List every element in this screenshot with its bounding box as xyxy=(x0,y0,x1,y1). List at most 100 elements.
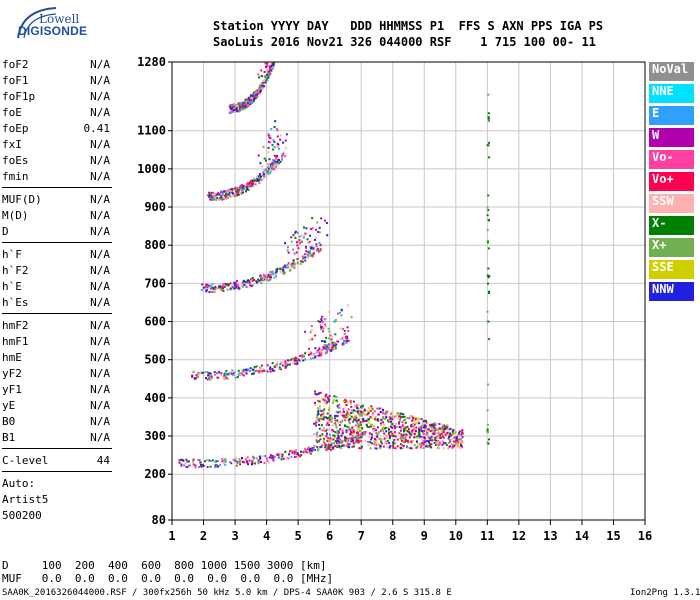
echo-point xyxy=(211,198,214,201)
echo-point xyxy=(438,441,441,444)
echo-point xyxy=(223,190,226,193)
echo-point xyxy=(370,417,373,420)
echo-point xyxy=(395,415,397,418)
echo-point xyxy=(253,180,255,183)
echo-point xyxy=(334,445,337,448)
echo-point xyxy=(444,425,447,428)
echo-point xyxy=(236,189,239,191)
echo-point xyxy=(386,426,389,429)
echo-point xyxy=(314,392,317,395)
echo-point xyxy=(418,436,420,439)
echo-point xyxy=(311,447,314,450)
echo-point xyxy=(379,411,382,413)
echo-point xyxy=(450,437,453,440)
param-value: 0.41 xyxy=(83,122,111,135)
echo-point xyxy=(326,440,329,443)
echo-point xyxy=(250,101,253,104)
param-value: N/A xyxy=(90,399,110,412)
echo-point xyxy=(343,424,346,427)
echo-point xyxy=(279,270,282,273)
echo-point xyxy=(410,432,413,435)
echo-point xyxy=(248,99,251,102)
echo-point xyxy=(360,445,363,448)
echo-point xyxy=(207,372,210,375)
echo-point xyxy=(308,353,310,356)
echo-point xyxy=(283,271,286,274)
echo-point xyxy=(295,241,298,244)
echo-point xyxy=(216,460,219,462)
echo-point xyxy=(447,431,450,434)
echo-point xyxy=(412,429,415,431)
echo-point xyxy=(452,428,455,431)
echo-point xyxy=(299,262,302,265)
echo-point xyxy=(343,340,346,343)
echo-point xyxy=(420,418,423,421)
echo-point xyxy=(257,176,260,179)
echo-point xyxy=(345,341,348,344)
echo-point xyxy=(266,62,269,65)
echo-point xyxy=(255,93,258,96)
y-tick-label: 800 xyxy=(144,238,166,252)
echo-point xyxy=(298,359,301,362)
echo-point xyxy=(215,198,217,201)
echo-point xyxy=(256,90,259,93)
echo-point xyxy=(225,369,228,372)
echo-point xyxy=(306,256,309,259)
echo-point xyxy=(225,195,228,198)
echo-point xyxy=(267,146,270,149)
echo-point xyxy=(299,455,302,458)
echo-point xyxy=(371,436,373,439)
echo-point xyxy=(284,242,287,245)
echo-point xyxy=(209,196,212,199)
echo-point xyxy=(192,370,195,373)
echo-point xyxy=(252,182,255,185)
echo-point xyxy=(200,466,203,469)
echo-point xyxy=(309,452,312,455)
echo-point xyxy=(357,419,360,422)
echo-point xyxy=(447,447,450,450)
echo-point xyxy=(448,439,451,442)
echo-point xyxy=(350,431,352,434)
echo-point xyxy=(212,191,215,194)
echo-point xyxy=(336,406,339,409)
echo-point xyxy=(424,437,427,440)
echo-point xyxy=(328,444,331,447)
x-tick-label: 7 xyxy=(358,529,365,543)
echo-point xyxy=(262,85,265,88)
echo-point xyxy=(195,377,198,380)
echo-point xyxy=(335,395,338,398)
echo-point xyxy=(309,250,311,253)
echo-point xyxy=(261,276,264,279)
param-name: foF2 xyxy=(2,58,29,71)
echo-point xyxy=(355,434,358,437)
echo-point xyxy=(350,437,353,440)
echo-point xyxy=(267,279,270,282)
echo-point xyxy=(315,243,318,246)
echo-point xyxy=(233,104,236,107)
echo-point xyxy=(241,285,244,288)
y-tick-label: 1100 xyxy=(137,124,166,138)
echo-point xyxy=(240,104,243,106)
echo-point xyxy=(316,431,319,434)
echo-point xyxy=(310,449,313,452)
echo-point xyxy=(355,416,358,419)
echo-point xyxy=(213,373,216,376)
echo-point xyxy=(220,372,223,375)
echo-point xyxy=(252,458,255,461)
echo-point xyxy=(198,373,201,375)
param-row: yF2 N/A xyxy=(2,366,112,382)
echo-point xyxy=(439,434,442,437)
echo-point xyxy=(358,436,361,439)
echo-point xyxy=(266,459,269,462)
param-name: fmin xyxy=(2,170,29,183)
echo-point xyxy=(211,376,214,379)
echo-point xyxy=(287,359,289,362)
echo-point xyxy=(430,446,433,449)
echo-point xyxy=(306,253,309,256)
echo-point xyxy=(351,445,354,448)
echo-point xyxy=(385,430,388,433)
echo-point xyxy=(269,141,272,144)
echo-point xyxy=(378,407,381,410)
echo-point xyxy=(278,368,281,370)
echo-point xyxy=(413,419,416,422)
